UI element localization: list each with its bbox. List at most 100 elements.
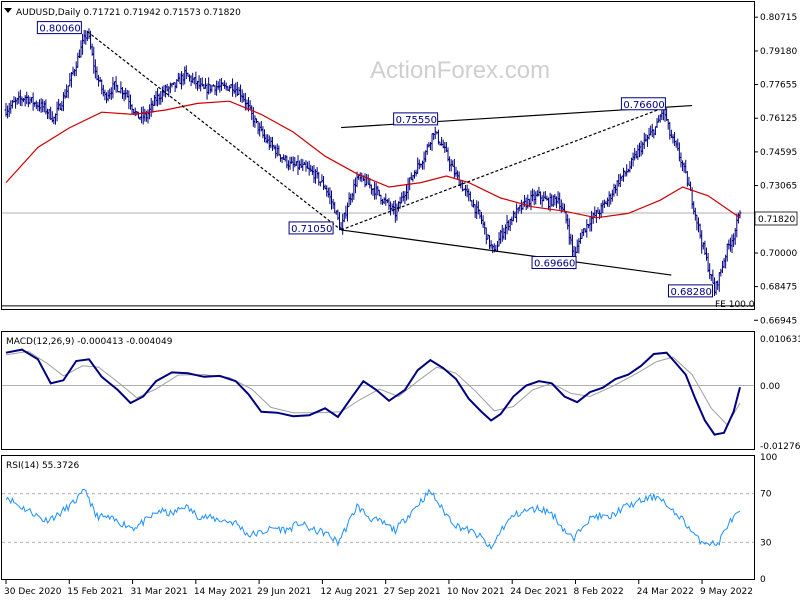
ohlc-bar xyxy=(341,213,345,235)
ohlc-bar xyxy=(374,182,378,200)
ohlc-bar xyxy=(205,83,209,100)
ohlc-bar xyxy=(149,97,153,117)
ohlc-bar xyxy=(14,97,18,109)
ohlc-bar xyxy=(103,89,107,101)
price-annotation: 0.76600 xyxy=(620,97,666,111)
macd-line xyxy=(5,348,741,436)
rsi-header: RSI(14) 55.3726 xyxy=(6,461,79,471)
ohlc-bar xyxy=(521,201,525,210)
ohlc-bar xyxy=(315,167,319,179)
ohlc-bar xyxy=(583,228,587,233)
rsi-tick-label: 70 xyxy=(760,490,772,500)
ohlc-bar xyxy=(448,156,452,172)
ohlc-bar xyxy=(290,156,294,164)
ohlc-bar xyxy=(143,108,147,122)
ohlc-bar xyxy=(457,171,461,186)
ohlc-bar xyxy=(178,73,182,85)
y-tick-label: 0.68475 xyxy=(760,283,797,293)
ohlc-bar xyxy=(641,141,645,155)
ohlc-bar xyxy=(360,172,364,183)
ohlc-bar xyxy=(467,188,471,202)
ohlc-bar xyxy=(400,192,404,204)
ohlc-bar xyxy=(412,170,416,179)
ohlc-bar xyxy=(277,145,281,156)
ohlc-bar xyxy=(41,99,45,113)
ohlc-bar xyxy=(344,205,348,219)
ohlc-bar xyxy=(503,224,507,240)
price-annotation: 0.69660 xyxy=(531,256,577,270)
moving-average-line xyxy=(5,100,741,219)
ohlc-bar xyxy=(511,210,515,222)
fe-label: FE 100.0 xyxy=(715,300,755,310)
ohlc-bar xyxy=(602,199,606,208)
ohlc-bar xyxy=(293,156,297,168)
ohlc-bar xyxy=(451,160,455,167)
ohlc-bar xyxy=(732,233,736,248)
ohlc-bar xyxy=(500,224,504,242)
ohlc-bar xyxy=(614,184,618,194)
ohlc-bar xyxy=(146,109,150,124)
annotation-label: 0.75550 xyxy=(396,115,437,126)
ohlc-bar xyxy=(81,33,85,55)
ohlc-bar xyxy=(151,100,155,113)
x-tick-label: 15 Feb 2021 xyxy=(67,587,123,597)
ohlc-bar xyxy=(322,176,326,191)
ohlc-bar xyxy=(239,84,243,102)
ohlc-bar xyxy=(270,136,274,151)
current-price-box xyxy=(754,211,798,226)
ohlc-bar xyxy=(649,125,653,136)
ohlc-bar xyxy=(61,92,65,112)
ohlc-bar xyxy=(34,100,38,110)
ohlc-bar xyxy=(653,126,657,136)
ohlc-bar xyxy=(114,76,118,93)
ohlc-bar xyxy=(26,95,30,108)
ohlc-bar xyxy=(505,214,509,235)
ohlc-bar xyxy=(20,96,24,107)
ohlc-bar xyxy=(618,173,622,188)
y-tick-label: 0.76125 xyxy=(760,114,797,124)
ohlc-bar xyxy=(679,152,683,168)
ohlc-bar xyxy=(599,202,603,218)
ohlc-bar xyxy=(607,191,611,208)
ohlc-bar xyxy=(256,121,260,135)
ohlc-bar xyxy=(345,202,349,222)
ohlc-bar xyxy=(655,118,659,128)
ohlc-bar xyxy=(55,101,59,122)
ohlc-bar xyxy=(160,86,164,103)
ohlc-bar xyxy=(577,238,581,254)
ohlc-bar xyxy=(601,200,605,214)
trendline xyxy=(341,229,672,276)
ohlc-bar xyxy=(472,199,476,208)
ohlc-bar xyxy=(728,237,732,252)
ohlc-bar xyxy=(464,184,468,196)
x-tick-label: 9 May 2022 xyxy=(700,587,753,597)
ohlc-bar xyxy=(623,170,627,177)
ohlc-bar xyxy=(326,187,330,198)
ohlc-bar xyxy=(566,214,570,230)
macd-zero-label: 0.00 xyxy=(760,382,780,392)
ohlc-bar xyxy=(73,68,77,77)
ohlc-bar xyxy=(342,212,346,223)
ohlc-bar xyxy=(339,222,343,230)
ohlc-bar xyxy=(639,140,643,157)
ohlc-bar xyxy=(10,100,14,109)
ohlc-bar xyxy=(382,197,386,204)
ohlc-bar xyxy=(38,99,42,112)
ohlc-bar xyxy=(87,28,91,40)
ohlc-bar xyxy=(33,101,37,107)
y-tick-label: 0.73065 xyxy=(760,182,797,192)
ohlc-bar xyxy=(336,209,340,221)
ohlc-bar xyxy=(567,218,571,245)
ohlc-bar xyxy=(274,145,278,159)
macd-panel-frame xyxy=(1,331,755,450)
ohlc-bar xyxy=(333,201,337,214)
ohlc-bar xyxy=(173,82,177,92)
collapse-icon[interactable] xyxy=(4,8,12,13)
ohlc-bar xyxy=(481,215,485,229)
ohlc-bar xyxy=(304,160,308,172)
ohlc-bar xyxy=(594,209,598,224)
ohlc-bar xyxy=(17,91,21,104)
ohlc-bar xyxy=(617,174,621,187)
ohlc-bar xyxy=(708,263,712,280)
ohlc-bar xyxy=(532,189,536,206)
